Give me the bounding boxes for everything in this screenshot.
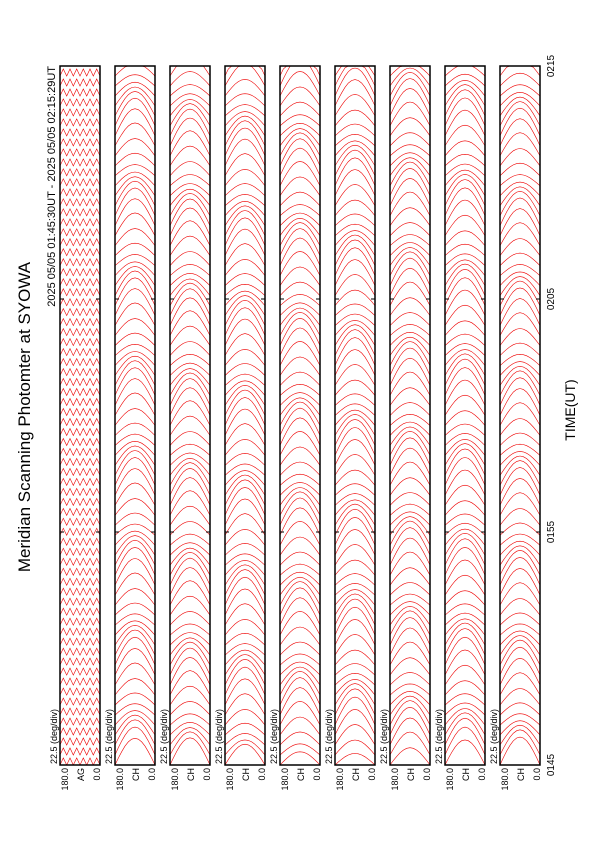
top-label: 180.0 (280, 768, 290, 791)
scale-label: 22.5 (deg/div) (324, 709, 334, 764)
scale-label: 22.5 (deg/div) (214, 709, 224, 764)
bottom-label: 0.0 (202, 768, 212, 781)
scale-label: 22.5 (deg/div) (379, 709, 389, 764)
channel-label: CH (351, 768, 361, 781)
scale-label: 22.5 (deg/div) (434, 709, 444, 764)
title: Meridian Scanning Photomter at SYOWA (15, 261, 34, 572)
traces (390, 66, 430, 765)
traces (280, 66, 320, 765)
top-label: 180.0 (60, 768, 70, 791)
bottom-label: 0.0 (532, 768, 542, 781)
channel-label: AG (76, 768, 86, 781)
top-label: 180.0 (115, 768, 125, 791)
scale-label: 22.5 (deg/div) (489, 709, 499, 764)
top-label: 180.0 (225, 768, 235, 791)
traces (445, 66, 485, 765)
panel-frame (224, 65, 266, 766)
scale-label: 22.5 (deg/div) (49, 709, 59, 764)
traces (225, 66, 265, 765)
top-label: 180.0 (445, 768, 455, 791)
top-label: 180.0 (335, 768, 345, 791)
top-label: 180.0 (500, 768, 510, 791)
channel-label: CH (296, 768, 306, 781)
top-label: 180.0 (170, 768, 180, 791)
x-tick-label: 0145 (546, 753, 557, 776)
x-tick-label: 0215 (546, 54, 557, 77)
scale-label: 22.5 (deg/div) (104, 709, 114, 764)
bottom-label: 0.0 (367, 768, 377, 781)
channel-label: CH (516, 768, 526, 781)
panel-frame (499, 65, 541, 766)
panel-frame (444, 65, 486, 766)
channel-label: CH (131, 768, 141, 781)
panel-frame (334, 65, 376, 766)
traces (170, 66, 210, 765)
x-axis-label: TIME(UT) (562, 379, 578, 440)
traces (60, 68, 100, 765)
panel-frame (114, 65, 156, 766)
top-label: 180.0 (390, 768, 400, 791)
bottom-label: 0.0 (147, 768, 157, 781)
x-tick-label: 0155 (546, 520, 557, 543)
channel-label: CH (406, 768, 416, 781)
x-tick-label: 0205 (546, 287, 557, 310)
panel-frame (389, 65, 431, 766)
bottom-label: 0.0 (92, 768, 102, 781)
scale-label: 22.5 (deg/div) (159, 709, 169, 764)
bottom-label: 0.0 (477, 768, 487, 781)
subtitle: 2025 05/05 01:45:30UT - 2025 05/05 02:15… (46, 66, 58, 307)
panel-frame (279, 65, 321, 766)
bottom-label: 0.0 (422, 768, 432, 781)
panel-frame (169, 65, 211, 766)
traces (115, 66, 155, 765)
scale-label: 22.5 (deg/div) (269, 709, 279, 764)
channel-label: CH (186, 768, 196, 781)
channel-label: CH (461, 768, 471, 781)
channel-label: CH (241, 768, 251, 781)
traces (500, 66, 540, 765)
plot-area: Meridian Scanning Photomter at SYOWA 202… (15, 54, 578, 790)
bottom-label: 0.0 (312, 768, 322, 781)
traces (335, 66, 375, 765)
panel-frame (59, 65, 101, 766)
bottom-label: 0.0 (257, 768, 267, 781)
